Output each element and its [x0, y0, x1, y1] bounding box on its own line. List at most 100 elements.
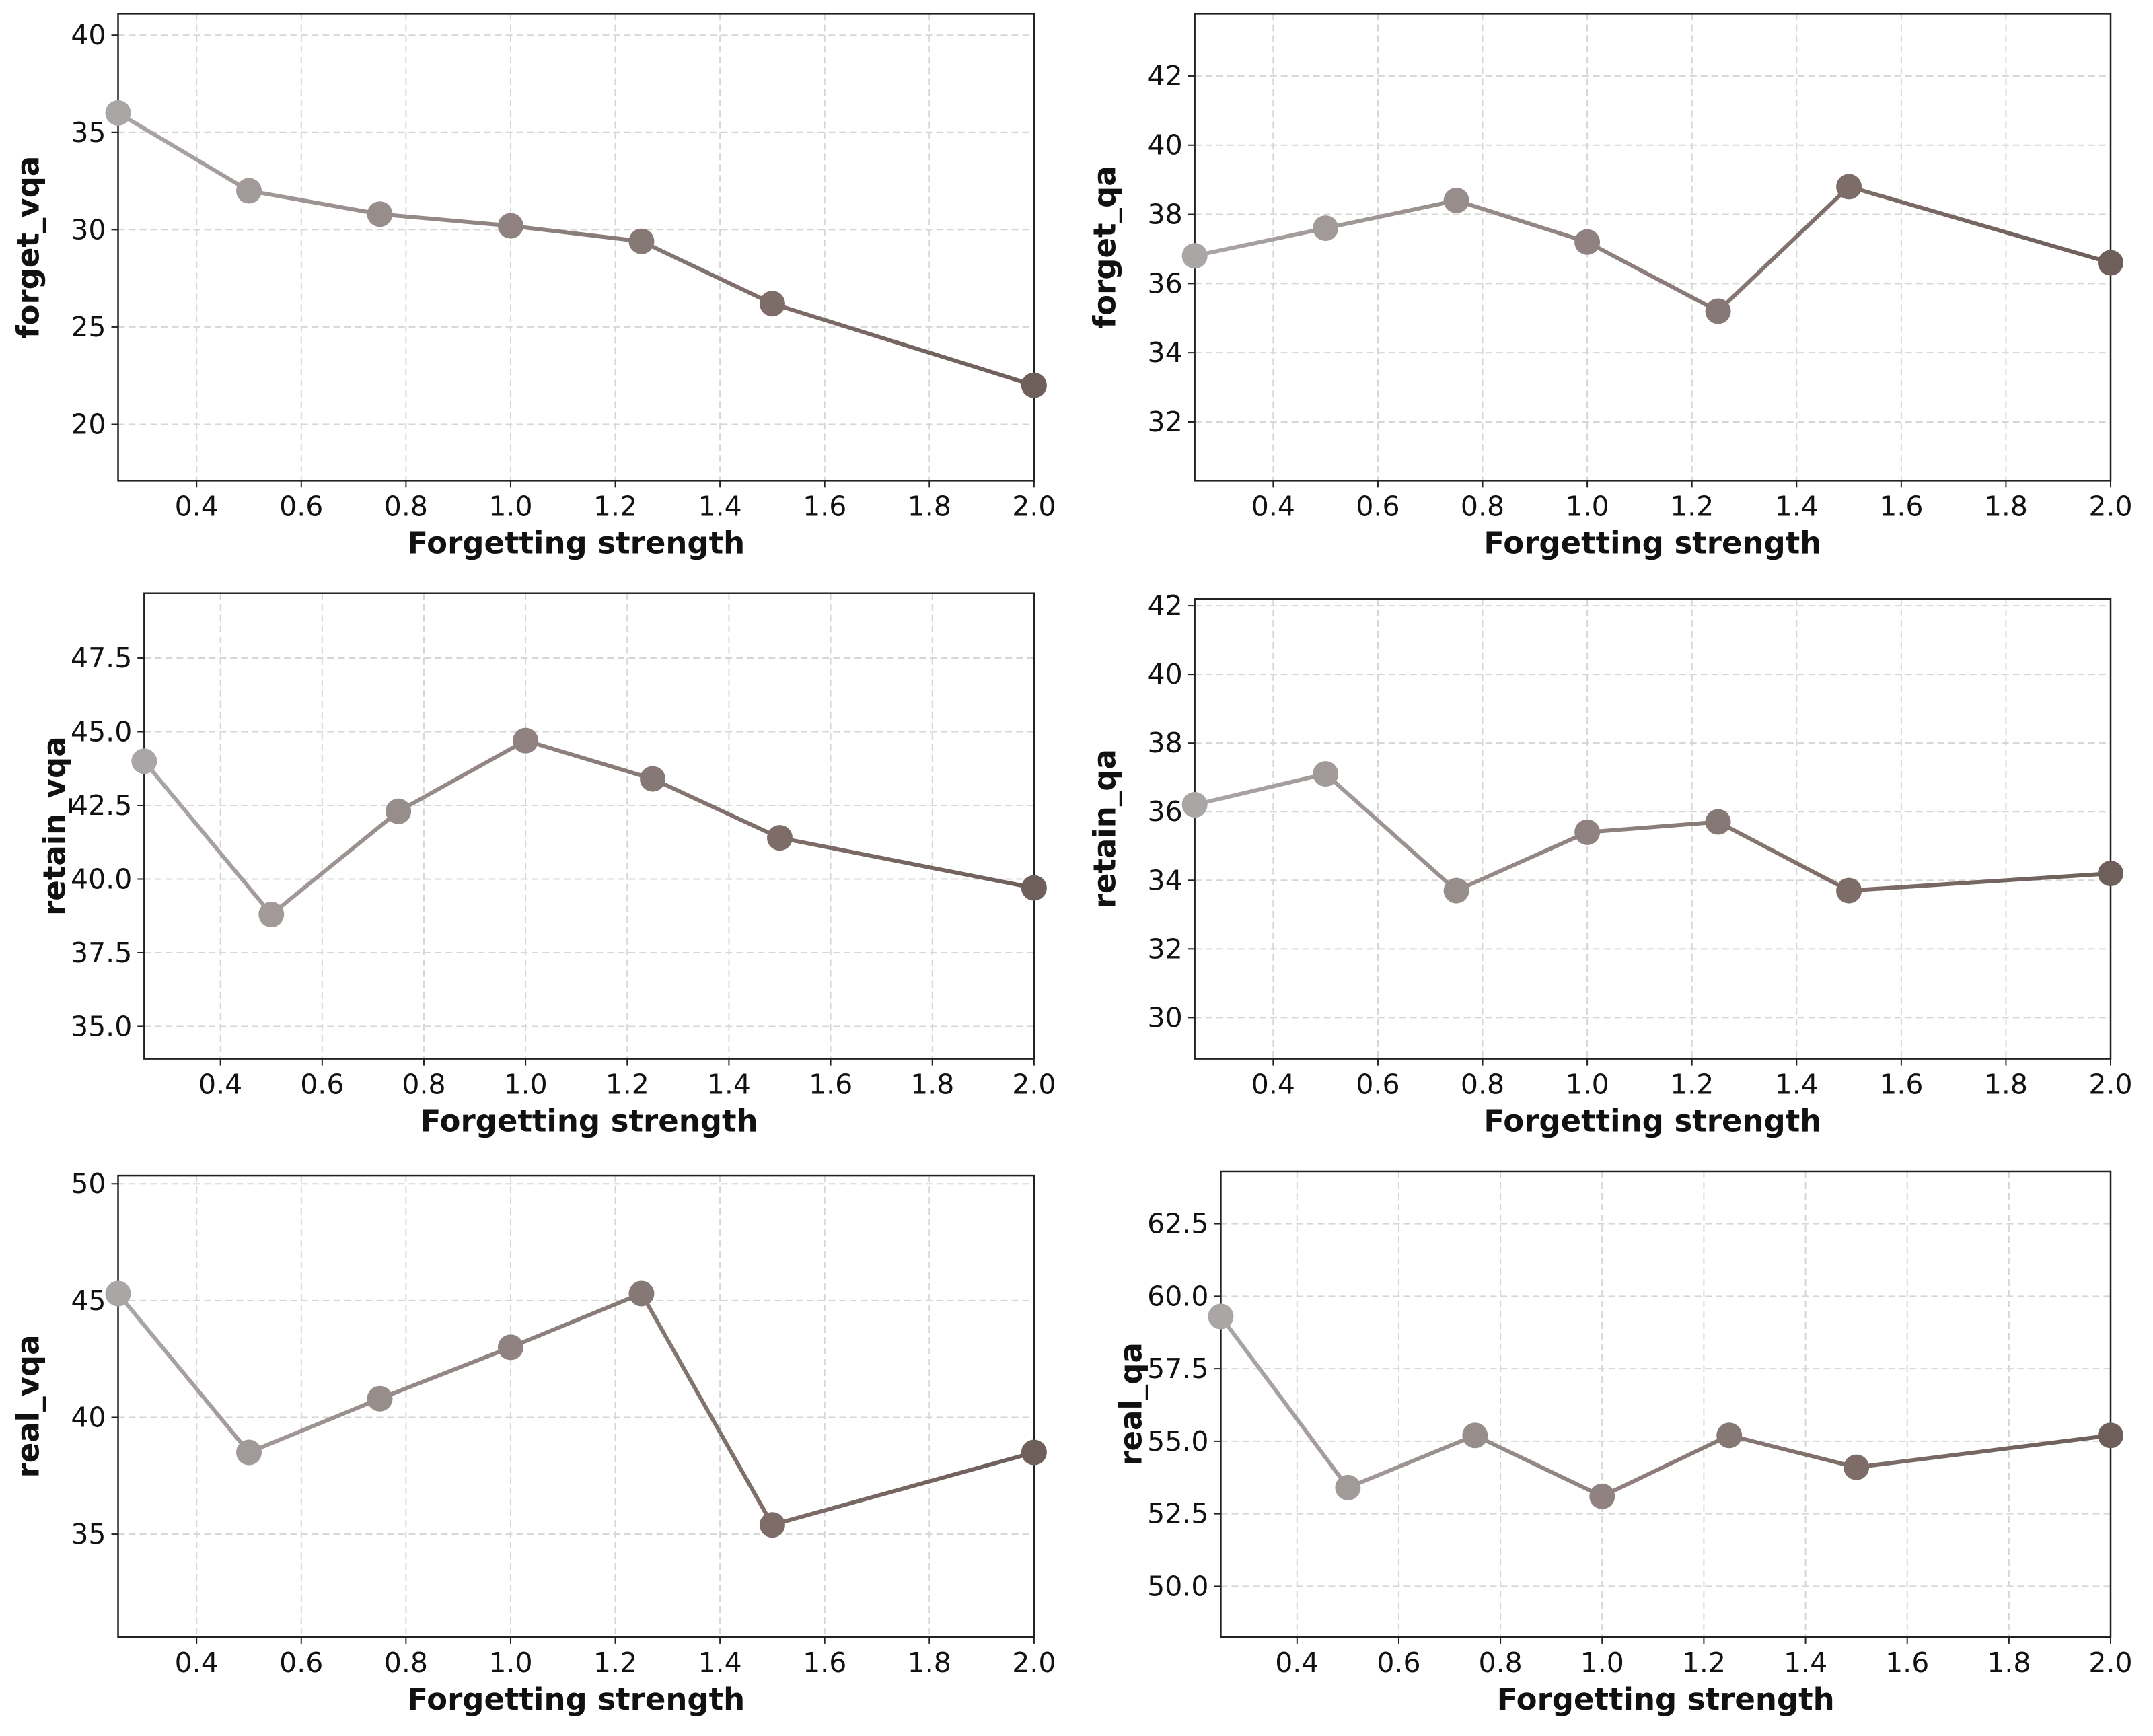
x-tick-label: 0.4 [1251, 490, 1295, 522]
data-point [1705, 809, 1731, 835]
data-point [759, 291, 785, 317]
y-tick-label: 37.5 [71, 937, 132, 969]
y-tick-label: 62.5 [1147, 1208, 1208, 1240]
y-tick-label: 47.5 [71, 642, 132, 674]
x-tick-label: 0.4 [175, 1647, 219, 1679]
x-axis-label: Forgetting strength [1484, 525, 1821, 560]
x-axis-label: Forgetting strength [1497, 1681, 1835, 1717]
x-tick-label: 1.0 [504, 1069, 548, 1101]
data-point [1181, 792, 1208, 818]
x-tick-label: 1.6 [803, 1647, 846, 1679]
data-point [1462, 1422, 1488, 1449]
plot-frame [1194, 598, 2112, 1060]
data-point [1021, 875, 1047, 901]
x-tick-label: 2.0 [2088, 490, 2132, 522]
y-tick-label: 45.0 [71, 716, 132, 748]
y-axis-label: retain_qa [1087, 749, 1123, 908]
data-point [236, 178, 262, 204]
x-tick-label: 2.0 [1012, 490, 1056, 522]
y-axis-label: real_vqa [11, 1335, 46, 1478]
series-line [1194, 184, 2111, 314]
y-tick-label: 30 [71, 213, 106, 246]
y-tick-label: 36 [1147, 795, 1182, 828]
y-tick-label: 38 [1147, 198, 1182, 231]
y-tick-label: 30 [1147, 1001, 1182, 1034]
x-tick-label: 1.6 [803, 490, 846, 522]
data-point [1705, 298, 1731, 324]
y-tick-label: 25 [71, 311, 106, 343]
y-tick-label: 34 [1147, 864, 1182, 896]
series-line [116, 111, 1035, 388]
plot-frame [143, 592, 1035, 1060]
x-tick-label: 0.6 [1356, 490, 1399, 522]
x-tick-label: 1.2 [1670, 1069, 1714, 1101]
data-point [1313, 215, 1339, 242]
data-point [628, 228, 655, 254]
x-tick-label: 0.8 [384, 490, 428, 522]
x-tick-label: 0.4 [1275, 1647, 1319, 1679]
y-axis-label: retain_vqa [36, 736, 72, 915]
data-point [105, 100, 131, 126]
data-point [1589, 1483, 1615, 1509]
x-tick-label: 0.8 [1461, 1069, 1504, 1101]
data-point [1836, 877, 1862, 904]
x-tick-label: 1.4 [1775, 490, 1819, 522]
x-tick-label: 1.6 [809, 1069, 852, 1101]
plot-frame [117, 1174, 1035, 1638]
y-tick-label: 40 [1147, 658, 1182, 690]
x-tick-label: 1.6 [1885, 1647, 1929, 1679]
x-tick-label: 1.8 [908, 490, 951, 522]
y-tick-label: 34 [1147, 336, 1182, 369]
data-point [1716, 1422, 1743, 1449]
data-point [1208, 1303, 1234, 1330]
data-point [1844, 1454, 1870, 1480]
x-tick-label: 0.6 [1377, 1647, 1420, 1679]
data-point [367, 1385, 393, 1412]
y-tick-label: 20 [71, 408, 106, 440]
x-tick-label: 0.8 [384, 1647, 428, 1679]
data-point [766, 825, 793, 851]
x-tick-label: 1.4 [707, 1069, 751, 1101]
x-tick-label: 1.2 [593, 490, 637, 522]
plot-frame [1220, 1170, 2112, 1638]
data-point [1574, 229, 1601, 255]
data-point [1335, 1474, 1361, 1500]
y-axis-label: real_qa [1113, 1342, 1148, 1466]
x-tick-label: 1.2 [1682, 1647, 1726, 1679]
y-axis-label: forget_qa [1087, 166, 1123, 328]
x-tick-label: 1.0 [1565, 490, 1609, 522]
y-tick-label: 45 [71, 1285, 106, 1317]
x-tick-label: 0.6 [1356, 1069, 1399, 1101]
x-tick-label: 1.6 [1879, 490, 1923, 522]
y-tick-label: 35 [71, 116, 106, 149]
data-point [1021, 372, 1047, 398]
data-point [1181, 243, 1208, 269]
y-tick-label: 55.0 [1147, 1425, 1208, 1457]
x-tick-label: 0.4 [198, 1069, 242, 1101]
series-line [116, 1291, 1035, 1527]
data-point [2098, 1422, 2124, 1449]
data-point [1443, 877, 1469, 904]
data-point [1574, 819, 1601, 845]
data-point [1313, 761, 1339, 787]
y-tick-label: 42.5 [71, 789, 132, 822]
y-axis-label: forget_vqa [11, 156, 46, 338]
data-point [105, 1280, 131, 1307]
y-tick-label: 40 [71, 19, 106, 51]
data-point [367, 201, 393, 227]
x-tick-label: 1.4 [1784, 1647, 1827, 1679]
x-tick-label: 1.2 [606, 1069, 649, 1101]
y-tick-label: 35 [71, 1518, 106, 1550]
x-tick-label: 1.8 [908, 1647, 951, 1679]
y-tick-label: 42 [1147, 60, 1182, 92]
x-tick-label: 1.8 [910, 1069, 954, 1101]
data-point [640, 766, 666, 792]
y-tick-label: 32 [1147, 933, 1182, 965]
y-tick-label: 40 [1147, 129, 1182, 161]
data-point [386, 798, 412, 824]
x-tick-label: 1.0 [488, 490, 532, 522]
x-tick-label: 1.2 [593, 1647, 637, 1679]
x-tick-label: 0.4 [1251, 1069, 1295, 1101]
x-tick-label: 1.0 [1580, 1647, 1624, 1679]
x-tick-label: 1.0 [1565, 1069, 1609, 1101]
